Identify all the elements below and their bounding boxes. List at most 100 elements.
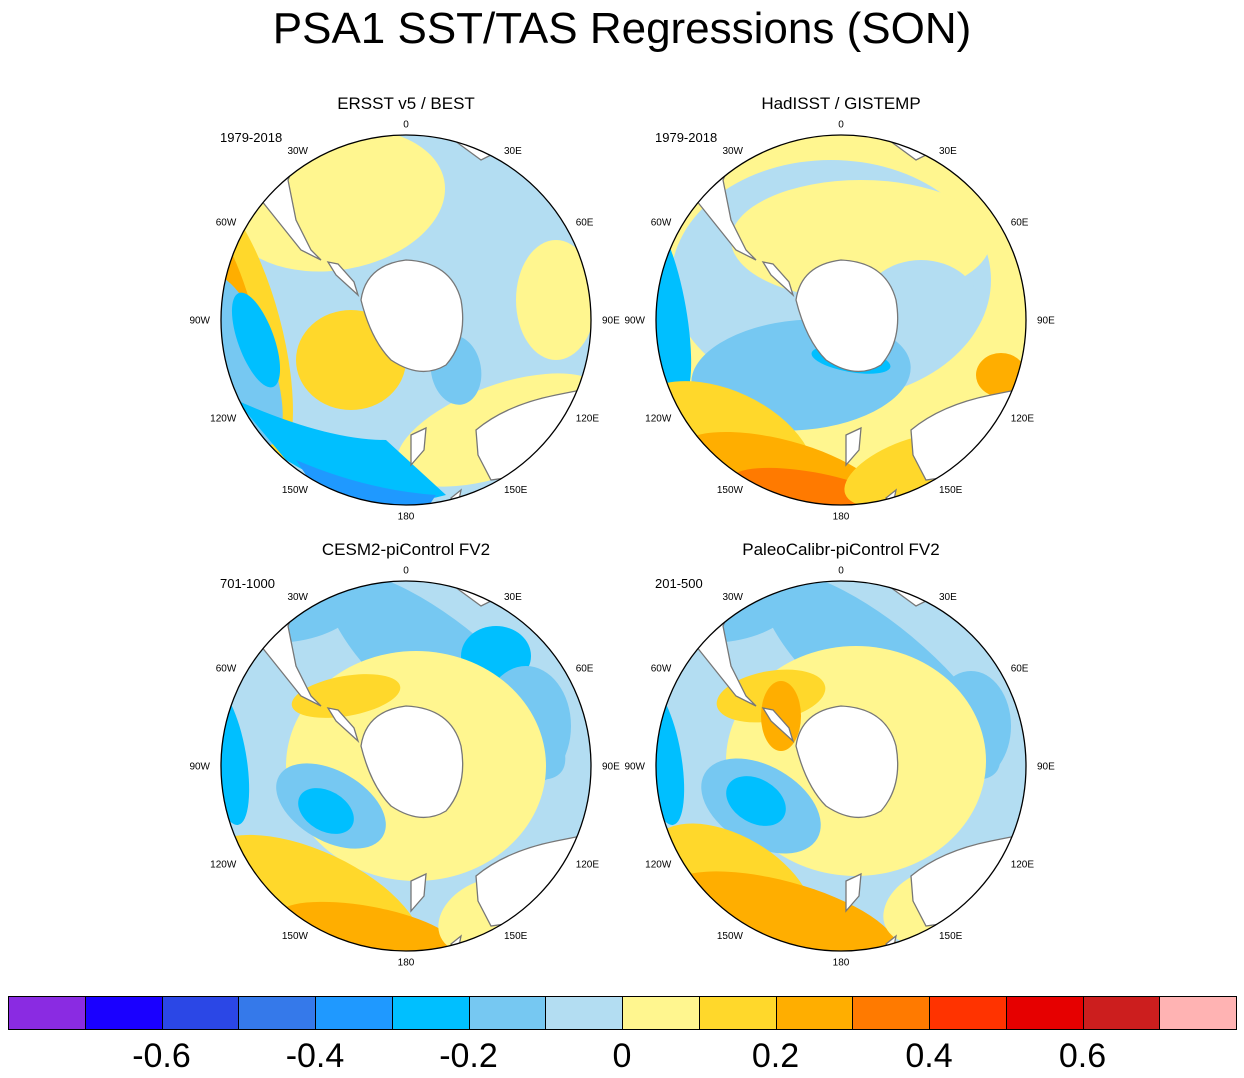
longitude-label: 120W [645, 860, 672, 871]
anomaly-region [298, 788, 354, 834]
polar-map: 0 30E 60E 90E 120E 150E 180 150W 120W 90W 60W 30W [189, 120, 620, 523]
map-field [221, 135, 591, 505]
colorbar-tick-label: -0.2 [439, 1037, 498, 1075]
longitude-label: 30E [504, 592, 522, 603]
longitude-label: 120E [1011, 860, 1035, 871]
map-panel: ERSST v5 / BEST 1979-2018 0 30E 60E 90E 120E… [189, 94, 620, 534]
longitude-label: 150W [717, 485, 744, 496]
colorbar-tick-label: 0.4 [905, 1037, 953, 1075]
colorbar-swatch [391, 996, 470, 1030]
longitude-label: 0 [403, 566, 409, 577]
colorbar-swatch [775, 996, 854, 1030]
new-zealand-landmass [410, 426, 427, 467]
longitude-label: 60E [576, 664, 594, 675]
anomaly-region [221, 274, 283, 446]
anomaly-region [664, 871, 898, 951]
map-panel: HadISST / GISTEMP 1979-2018 0 30E 60E 90E 12… [624, 94, 1055, 534]
panel-period: 1979-2018 [655, 130, 718, 145]
anomaly-region [976, 353, 1026, 397]
map-boundary [220, 134, 592, 506]
longitude-label: 120E [576, 860, 600, 871]
longitude-label: 90W [189, 316, 210, 327]
longitude-label: 180 [398, 958, 415, 969]
colorbar-swatch [8, 996, 86, 1030]
longitude-label: 150E [939, 485, 963, 496]
longitude-label: 90W [624, 316, 645, 327]
longitude-label: 90E [1037, 762, 1055, 773]
antarctic-peninsula [326, 707, 360, 744]
longitude-label: 150E [504, 485, 528, 496]
anomaly-region [656, 686, 685, 826]
longitude-label: 90E [602, 316, 620, 327]
anomaly-region [726, 776, 786, 826]
colorbar-swatch [698, 996, 777, 1030]
colorbar-tick-label: -0.6 [132, 1037, 191, 1075]
map-boundary [220, 580, 592, 952]
antarctica-landmass [360, 705, 464, 818]
longitude-label: 120E [576, 414, 600, 425]
antarctic-peninsula [761, 261, 795, 298]
longitude-label: 60E [1011, 664, 1029, 675]
colorbar-tick-label: 0.2 [751, 1037, 800, 1075]
longitude-label: 120E [1011, 414, 1035, 425]
panel-period: 701-1000 [220, 576, 275, 591]
colorbar-swatch [1159, 996, 1237, 1030]
longitude-label: 60W [216, 218, 237, 229]
map-boundary [655, 580, 1027, 952]
anomaly-region [291, 674, 401, 718]
longitude-label: 150W [282, 931, 309, 942]
longitude-label: 60W [651, 218, 672, 229]
colorbar-tick-label: 0 [612, 1037, 632, 1075]
longitude-label: 150W [717, 931, 744, 942]
map-boundary [655, 134, 1027, 506]
longitude-label: 30W [722, 146, 743, 157]
anomaly-region [656, 221, 692, 399]
map-field [221, 581, 591, 951]
colorbar-swatch [852, 996, 930, 1030]
new-zealand-landmass [845, 872, 862, 913]
anomaly-region [732, 467, 890, 505]
longitude-label: 120W [210, 414, 237, 425]
longitude-label: 120W [645, 414, 672, 425]
new-zealand-landmass [845, 426, 862, 467]
longitude-label: 90W [189, 762, 210, 773]
longitude-label: 90W [624, 762, 645, 773]
panel-period: 201-500 [655, 576, 703, 591]
antarctica-landmass [795, 259, 899, 372]
longitude-label: 180 [833, 958, 850, 969]
colorbar-swatch [1005, 996, 1084, 1030]
colorbar-swatch [468, 996, 547, 1030]
new-zealand-landmass [410, 872, 427, 913]
colorbar-swatch [84, 996, 163, 1030]
longitude-label: 150W [282, 485, 309, 496]
colorbar-swatch [315, 996, 393, 1030]
map-field [656, 135, 1026, 505]
polar-map: 0 30E 60E 90E 120E 150E 180 150W 120W 90W 60W 30W [624, 120, 1055, 523]
longitude-label: 30W [287, 146, 308, 157]
antarctic-peninsula [326, 261, 360, 298]
longitude-label: 30W [722, 592, 743, 603]
polar-map: 0 30E 60E 90E 120E 150E 180 150W 120W 90W 60W 30W [189, 566, 620, 969]
longitude-label: 60E [1011, 218, 1029, 229]
anomaly-region [516, 240, 591, 360]
colorbar-tick-label: -0.4 [285, 1037, 345, 1075]
longitude-label: 0 [838, 120, 844, 131]
longitude-label: 60W [651, 664, 672, 675]
longitude-label: 60W [216, 664, 237, 675]
anomaly-region [231, 292, 281, 388]
longitude-label: 30W [287, 592, 308, 603]
longitude-label: 60E [576, 218, 594, 229]
panel-title: HadISST / GISTEMP [761, 94, 921, 113]
map-panel: CESM2-piControl FV2 701-1000 0 30E 60E 90E 1… [189, 540, 620, 980]
colorbar-swatch [1082, 996, 1161, 1030]
longitude-label: 180 [398, 512, 415, 523]
panel-title: CESM2-piControl FV2 [321, 540, 491, 559]
colorbar-swatch [545, 996, 623, 1030]
colorbar-swatch [161, 996, 240, 1030]
antarctic-peninsula [761, 707, 795, 744]
anomaly-region [221, 686, 250, 826]
figure-title: PSA1 SST/TAS Regressions (SON) [272, 4, 972, 53]
anomaly-region [236, 400, 446, 501]
colorbar-tick-label: 0.6 [1058, 1037, 1107, 1075]
longitude-label: 180 [833, 512, 850, 523]
